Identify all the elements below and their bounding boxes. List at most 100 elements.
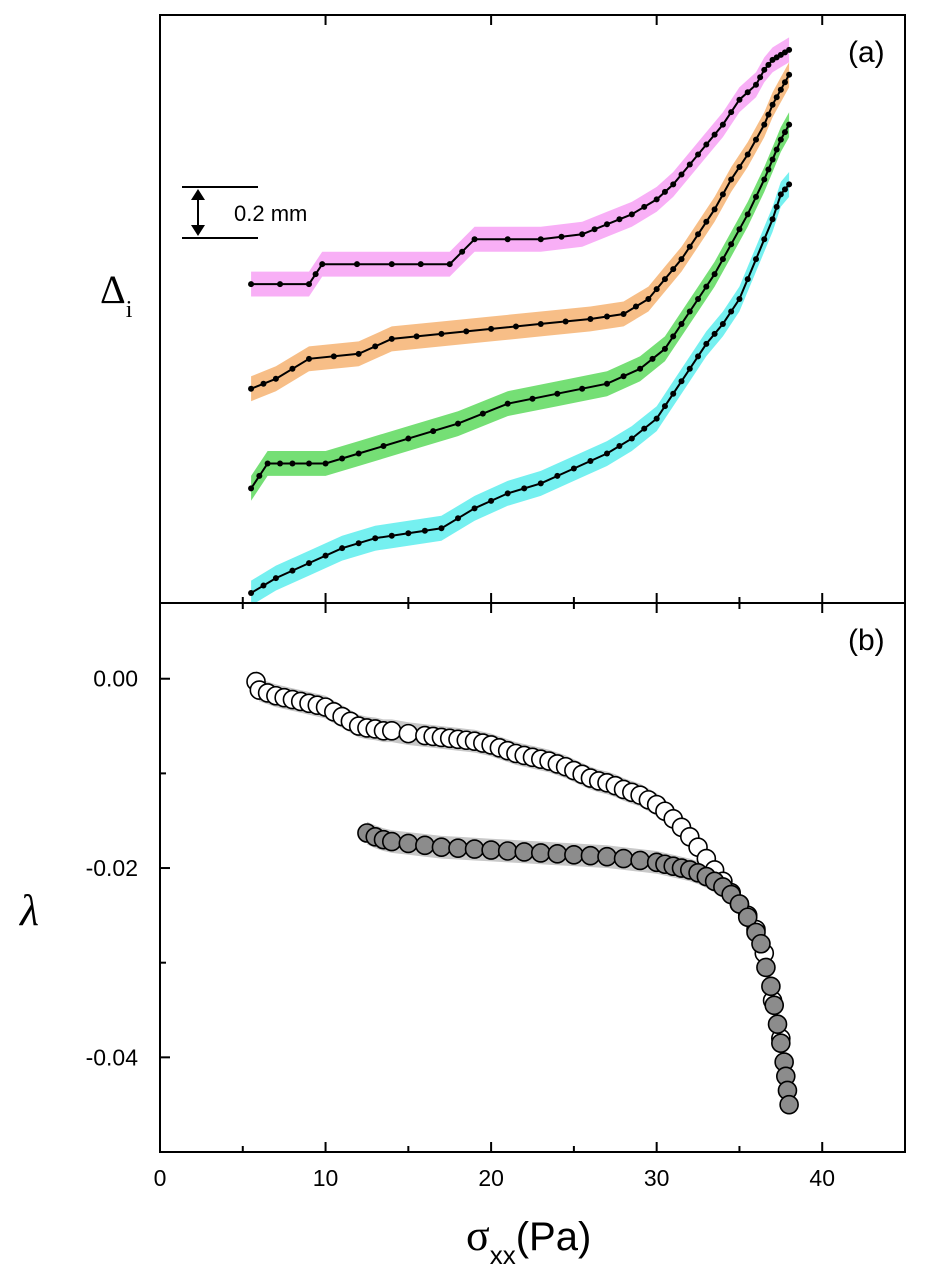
point-magenta	[459, 248, 466, 255]
x-tick-label: 40	[809, 1165, 835, 1191]
point-orange	[786, 71, 793, 78]
point-orange	[753, 136, 759, 143]
marker-filled-circles	[564, 844, 584, 865]
point-green	[430, 428, 437, 435]
point-orange	[661, 276, 668, 283]
point-orange	[678, 256, 685, 263]
point-green	[678, 320, 685, 327]
point-magenta	[417, 261, 424, 268]
point-orange	[272, 375, 279, 382]
point-orange	[587, 315, 594, 322]
point-magenta	[248, 281, 255, 288]
point-orange	[645, 296, 652, 303]
panel-a-bands	[251, 37, 790, 603]
marker-filled-circles	[448, 838, 468, 858]
point-magenta	[504, 236, 511, 243]
point-green	[777, 136, 784, 143]
point-cyan	[521, 485, 528, 492]
panel-a-ylabel-sub: i	[126, 297, 133, 323]
point-green	[306, 460, 312, 467]
x-tick-label: 10	[313, 1165, 339, 1191]
band-filled-circles	[366, 821, 790, 1116]
point-magenta	[765, 61, 772, 68]
point-green	[765, 166, 772, 173]
panel-b-ylabel: λ	[18, 886, 39, 935]
point-green	[504, 400, 511, 407]
x-axis-label-sub: xx	[490, 1240, 516, 1270]
point-orange	[355, 350, 362, 357]
point-cyan	[388, 532, 395, 539]
y-tick-label: -0.04	[86, 1044, 139, 1070]
marker-filled-circles	[764, 995, 785, 1016]
point-green	[264, 460, 271, 467]
point-cyan	[777, 191, 784, 198]
point-cyan	[289, 567, 296, 574]
point-magenta	[757, 74, 764, 81]
point-green	[355, 450, 362, 457]
point-green	[289, 460, 296, 467]
panel-b-frame	[159, 602, 906, 1153]
point-magenta	[641, 203, 648, 210]
scale-bar: 0.2 mm	[182, 186, 307, 239]
point-green	[380, 443, 387, 450]
band-green	[251, 112, 790, 501]
point-green	[736, 226, 743, 233]
x-axis-label-unit: (Pa)	[516, 1215, 592, 1259]
y-tick-label: -0.02	[86, 855, 138, 881]
point-orange	[438, 330, 445, 337]
point-green	[637, 365, 644, 372]
point-green	[579, 385, 586, 392]
point-orange	[761, 121, 768, 128]
scale-bar-arrow-down-icon	[191, 225, 205, 236]
point-orange	[736, 163, 743, 170]
point-orange	[653, 286, 660, 293]
point-orange	[306, 355, 312, 362]
scale-bar-arrow-up-icon	[191, 189, 205, 200]
point-cyan	[248, 590, 255, 597]
point-cyan	[641, 425, 648, 432]
point-magenta	[306, 281, 312, 288]
marker-filled-circles	[613, 848, 634, 869]
point-green	[703, 283, 710, 290]
point-magenta	[661, 188, 668, 195]
marker-filled-circles	[497, 841, 518, 861]
point-cyan	[306, 560, 312, 567]
point-magenta	[670, 181, 677, 188]
marker-filled-circles	[514, 842, 535, 862]
point-orange	[537, 320, 544, 327]
point-cyan	[695, 353, 702, 360]
marker-filled-circles	[415, 835, 435, 856]
point-orange	[695, 231, 702, 238]
marker-filled-circles	[481, 840, 501, 860]
point-orange	[781, 79, 788, 86]
point-orange	[260, 380, 267, 387]
x-tick-label: 20	[478, 1165, 504, 1191]
point-cyan	[421, 527, 428, 534]
point-orange	[562, 318, 569, 325]
point-magenta	[591, 226, 598, 233]
point-orange	[719, 191, 726, 198]
point-orange	[372, 343, 379, 350]
point-magenta	[695, 151, 702, 158]
marker-filled-circles	[431, 837, 452, 858]
point-cyan	[678, 378, 685, 385]
point-orange	[330, 353, 337, 360]
panel-b-label: (b)	[848, 624, 885, 657]
marker-filled-circles	[761, 976, 781, 997]
point-green	[248, 485, 255, 492]
point-orange	[670, 266, 677, 273]
panel-a-points	[248, 46, 793, 597]
point-magenta	[471, 236, 478, 243]
marker-filled-circles	[779, 1094, 799, 1115]
point-green	[322, 460, 329, 467]
point-cyan	[786, 181, 793, 188]
point-green	[773, 146, 780, 153]
panel-a-frame	[159, 14, 906, 604]
point-orange	[413, 333, 420, 340]
x-tick-label: 30	[644, 1165, 670, 1191]
point-magenta	[558, 233, 565, 240]
band-orange	[251, 62, 790, 402]
band-magenta	[251, 37, 790, 297]
line-green	[250, 124, 790, 489]
point-green	[604, 380, 610, 387]
